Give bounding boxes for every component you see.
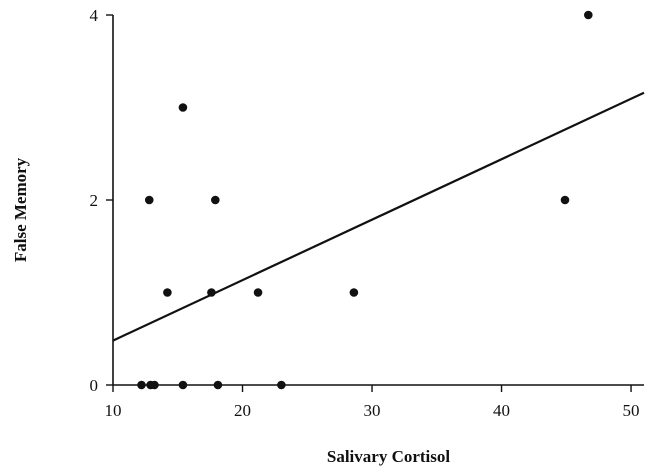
y-axis-title: False Memory [11, 157, 30, 262]
data-point [349, 288, 359, 297]
x-tick-label: 30 [364, 401, 381, 420]
x-tick-label: 20 [234, 401, 251, 420]
data-point [213, 380, 223, 390]
y-tick-label: 4 [90, 6, 99, 25]
data-point [144, 195, 154, 205]
data-point [584, 10, 593, 20]
data-point [150, 380, 159, 390]
x-axis-title: Salivary Cortisol [327, 447, 451, 466]
data-point [560, 195, 570, 205]
data-point [137, 380, 146, 390]
trendline [112, 91, 645, 342]
data-point [277, 380, 286, 390]
data-point [163, 288, 172, 297]
x-tick-label: 40 [493, 401, 510, 420]
data-points [137, 10, 593, 390]
data-point [207, 288, 216, 297]
trendline-group [112, 91, 645, 342]
y-tick-label: 0 [90, 376, 99, 395]
data-point [253, 288, 263, 297]
ticks: 10 20 30 40 50 0 2 4 [90, 6, 640, 420]
data-point [178, 103, 188, 112]
y-tick-label: 2 [90, 191, 99, 210]
data-point [178, 380, 188, 390]
data-point [211, 195, 220, 205]
x-tick-label: 10 [105, 401, 122, 420]
x-tick-label: 50 [623, 401, 640, 420]
